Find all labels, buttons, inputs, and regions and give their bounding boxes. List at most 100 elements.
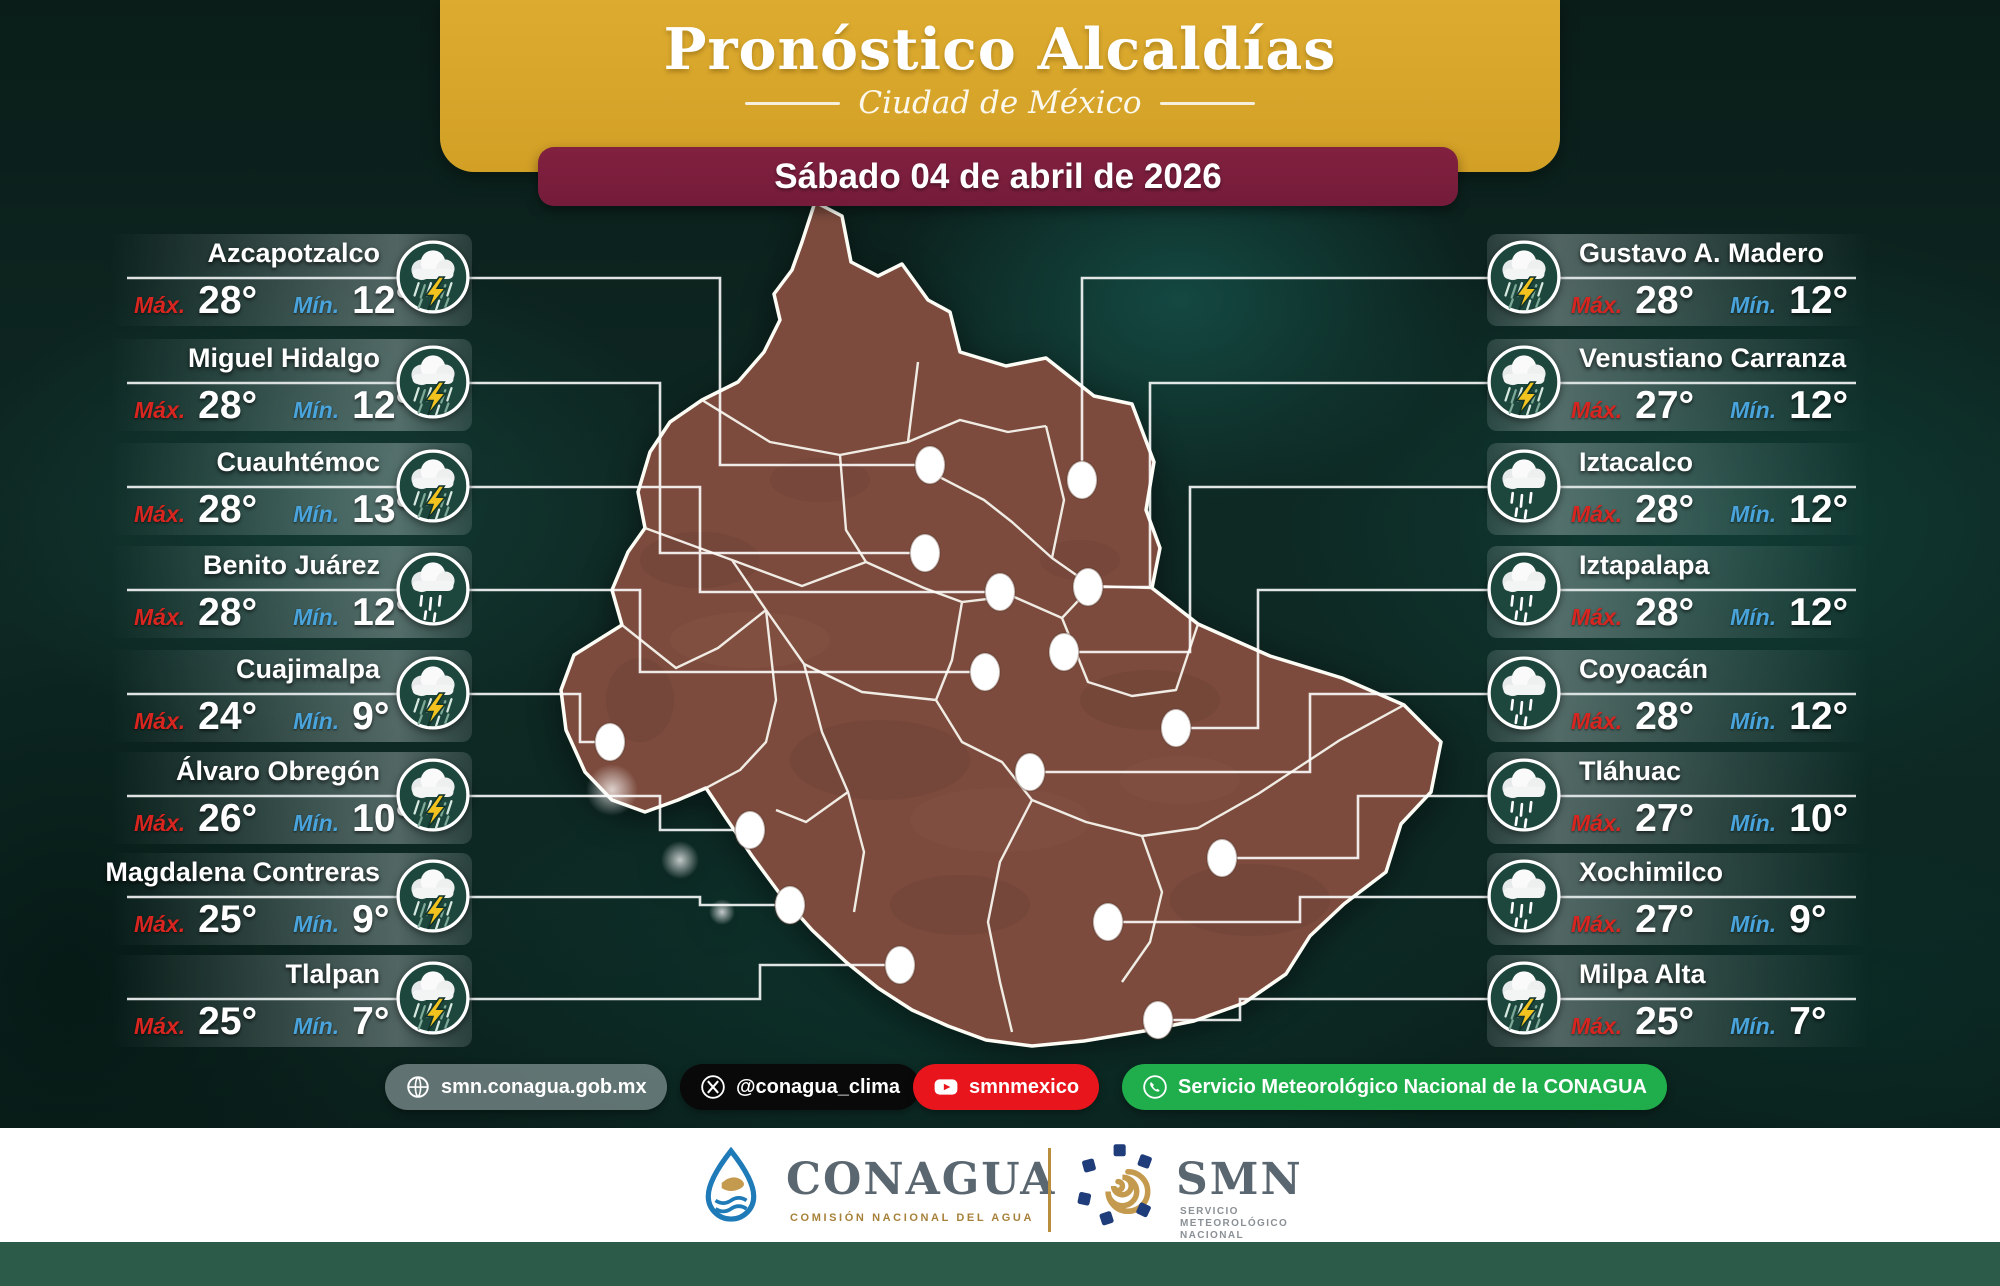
conagua-logo-icon [705, 1146, 757, 1222]
min-value: 7° [1789, 1000, 1827, 1043]
min-label: Mín. [293, 810, 340, 836]
forecast-panel-iztacalco: Iztacalco Máx. 28° Mín. 12° [1487, 443, 1880, 535]
conagua-subtitle: COMISIÓN NACIONAL DEL AGUA [790, 1212, 1035, 1224]
max-value: 27° [1635, 384, 1695, 427]
map-shape [559, 200, 1443, 1048]
temperature-row: Máx. 27° Mín. 12° [1571, 384, 1848, 428]
borough-dots [594, 445, 1238, 1040]
alcaldia-name: Xochimilco [1579, 857, 1724, 887]
temperature-row: Máx. 26° Mín. 10° [134, 797, 411, 841]
max-label: Máx. [134, 397, 186, 423]
youtube-icon [934, 1079, 958, 1095]
max-value: 25° [198, 1000, 258, 1043]
max-label: Máx. [1571, 292, 1623, 318]
forecast-panel-tlalpan: Tlalpan Máx. 25° Mín. 7° [100, 955, 472, 1047]
connector-line [127, 381, 925, 555]
website-link[interactable]: smn.conagua.gob.mx [385, 1064, 667, 1110]
subtitle-row: Ciudad de México [440, 85, 1560, 121]
borough-dot-milpa-alta [1142, 1000, 1174, 1040]
max-value: 27° [1635, 898, 1695, 941]
twitter-label: @conagua_clima [736, 1075, 901, 1098]
alcaldia-name: Venustiano Carranza [1579, 343, 1847, 373]
terrain-highlights [670, 612, 1240, 852]
alcaldia-name: Tláhuac [1579, 756, 1682, 786]
forecast-panel-tlahuac: Tláhuac Máx. 27° Mín. 10° [1487, 752, 1880, 844]
min-label: Mín. [293, 604, 340, 630]
borough-dot-azcapotzalco [914, 445, 946, 485]
rain-cloud-icon [1485, 756, 1563, 834]
storm-icon [394, 447, 472, 525]
max-label: Máx. [1571, 1013, 1623, 1039]
max-label: Máx. [134, 708, 186, 734]
rain-cloud-icon [1485, 550, 1563, 628]
max-value: 25° [1635, 1000, 1695, 1043]
subtitle-rule-left [745, 101, 841, 105]
forecast-panel-magdalena-contreras: Magdalena Contreras Máx. 25° Mín. 9° [100, 853, 472, 945]
min-label: Mín. [1730, 604, 1777, 630]
alcaldia-name: Tlalpan [285, 959, 380, 989]
borough-dot-gustavo-a-madero [1066, 460, 1098, 500]
max-value: 28° [198, 279, 258, 322]
forecast-panel-milpa-alta: Milpa Alta Máx. 25° Mín. 7° [1487, 955, 1880, 1047]
max-label: Máx. [134, 810, 186, 836]
borough-dot-cuauhtemoc [984, 572, 1016, 612]
twitter-link[interactable]: @conagua_clima [680, 1064, 921, 1110]
storm-icon [394, 238, 472, 316]
min-value: 9° [352, 695, 390, 738]
alcaldia-name: Gustavo A. Madero [1579, 238, 1825, 268]
forecast-panel-iztapalapa: Iztapalapa Máx. 28° Mín. 12° [1487, 546, 1880, 638]
whatsapp-icon [1143, 1075, 1167, 1099]
min-value: 9° [352, 898, 390, 941]
rain-cloud-icon [1485, 447, 1563, 525]
youtube-link[interactable]: smnmexico [913, 1064, 1100, 1110]
min-label: Mín. [293, 911, 340, 937]
smn-logo-icon [1077, 1144, 1152, 1226]
temperature-row: Máx. 28° Mín. 12° [1571, 279, 1848, 323]
borough-dot-venustiano-carranza [1072, 567, 1104, 607]
connector-line [1080, 276, 1856, 480]
min-value: 12° [1789, 695, 1849, 738]
snow-fog-patches [586, 764, 735, 925]
alcaldia-name: Magdalena Contreras [105, 857, 380, 887]
max-value: 25° [198, 898, 258, 941]
forecast-panel-cuajimalpa: Cuajimalpa Máx. 24° Mín. 9° [100, 650, 472, 742]
alcaldia-name: Cuauhtémoc [216, 447, 380, 477]
max-value: 28° [1635, 695, 1695, 738]
alcaldia-name: Iztapalapa [1579, 550, 1710, 580]
page-title: Pronóstico Alcaldías [663, 16, 1337, 83]
smn-wordmark: SMN [1176, 1154, 1303, 1205]
max-label: Máx. [1571, 911, 1623, 937]
temperature-row: Máx. 28° Mín. 12° [134, 591, 411, 635]
min-value: 7° [352, 1000, 390, 1043]
min-value: 12° [1789, 488, 1849, 531]
whatsapp-link[interactable]: Servicio Meteorológico Nacional de la CO… [1122, 1064, 1667, 1110]
min-label: Mín. [293, 397, 340, 423]
max-value: 24° [198, 695, 258, 738]
max-label: Máx. [134, 1013, 186, 1039]
borough-dot-iztapalapa [1160, 708, 1192, 748]
alcaldia-name: Miguel Hidalgo [188, 343, 380, 373]
temperature-row: Máx. 27° Mín. 9° [1571, 898, 1826, 942]
borough-dot-iztacalco [1048, 632, 1080, 672]
alcaldia-name: Azcapotzalco [207, 238, 380, 268]
temperature-row: Máx. 28° Mín. 12° [134, 384, 411, 428]
min-value: 12° [1789, 279, 1849, 322]
smn-subtitle-line1: SERVICIO [1180, 1206, 1239, 1217]
max-value: 28° [198, 488, 258, 531]
forecast-panel-coyoacan: Coyoacán Máx. 28° Mín. 12° [1487, 650, 1880, 742]
smn-subtitle-line2: METEOROLÓGICO [1180, 1218, 1289, 1229]
temperature-row: Máx. 25° Mín. 9° [134, 898, 389, 942]
connector-line [1108, 895, 1856, 924]
min-label: Mín. [1730, 810, 1777, 836]
temperature-row: Máx. 28° Mín. 12° [134, 279, 411, 323]
borough-dot-alvaro-obregon [734, 810, 766, 850]
forecast-panel-azcapotzalco: Azcapotzalco Máx. 28° Mín. 12° [100, 234, 472, 326]
borough-borders [621, 361, 1405, 1033]
temperature-row: Máx. 24° Mín. 9° [134, 695, 389, 739]
borough-dot-miguel-hidalgo [909, 533, 941, 573]
globe-icon [407, 1076, 429, 1098]
alcaldia-name: Coyoacán [1579, 654, 1709, 684]
min-value: 12° [1789, 591, 1849, 634]
